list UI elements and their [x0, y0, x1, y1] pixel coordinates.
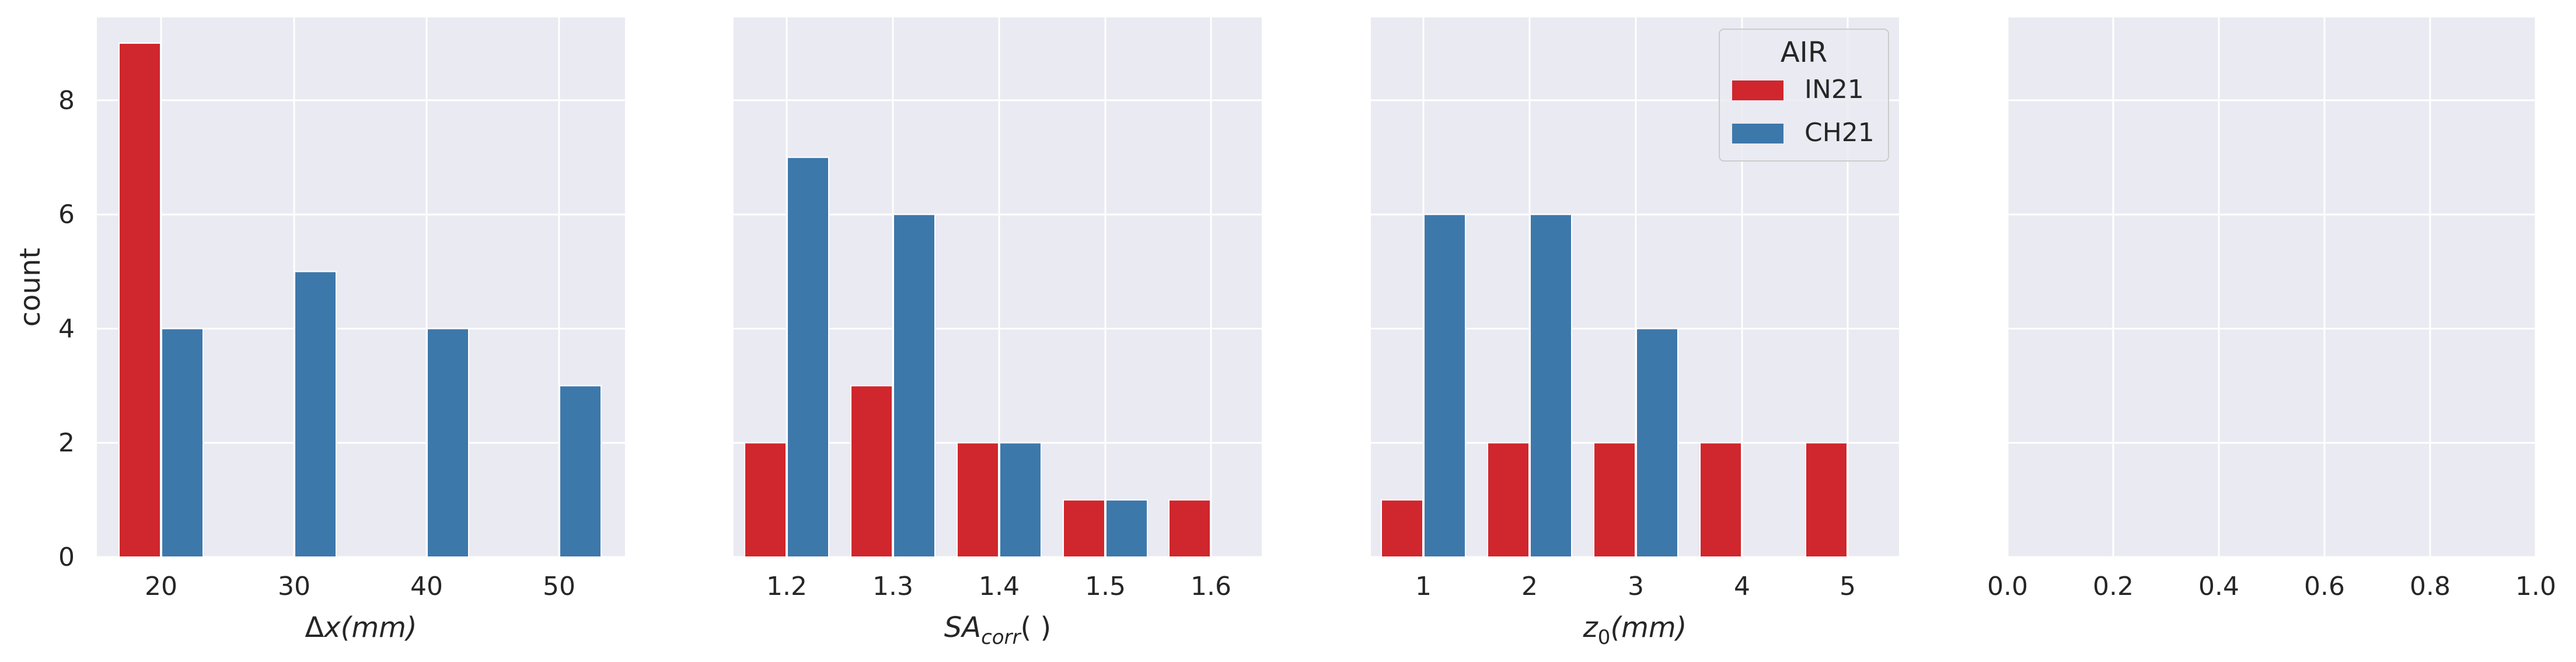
x-axis-label: Δx(mm) [305, 611, 417, 644]
x-tick-label: 1.0 [2515, 572, 2556, 601]
bar-in21-1.3 [850, 385, 893, 558]
bar-ch21-50 [559, 385, 602, 558]
y-axis-label: count [14, 248, 47, 327]
bar-ch21-1.4 [999, 442, 1042, 558]
x-tick-label: 1.4 [979, 572, 1020, 601]
x-tick-label: 1.6 [1191, 572, 1231, 601]
panel-4: 0.0 0.2 0.4 0.6 0.8 1.0 [1987, 17, 2556, 601]
y-tick-label: 6 [58, 200, 75, 230]
panel-1: 20 30 40 50 0 2 4 6 8 count Δx(mm) [14, 17, 625, 644]
bar-ch21-30 [294, 271, 337, 558]
x-tick-label: 20 [145, 572, 177, 601]
x-tick-label: 3 [1628, 572, 1644, 601]
bar-ch21-1.3 [893, 213, 936, 558]
legend: AIR IN21 CH21 [1719, 29, 1889, 162]
y-tick-label: 4 [58, 314, 75, 344]
x-tick-label: 0.2 [2093, 572, 2134, 601]
bar-ch21-1.5 [1105, 499, 1148, 558]
x-tick-label: 30 [278, 572, 310, 601]
bar-ch21-40 [427, 328, 469, 558]
bar-in21-4 [1699, 442, 1742, 558]
x-tick-label: 0.4 [2198, 572, 2239, 601]
legend-label-ch21: CH21 [1804, 118, 1875, 148]
x-tick-label: 0.0 [1987, 572, 2028, 601]
bar-ch21-3 [1636, 328, 1678, 558]
bar-in21-3 [1593, 442, 1636, 558]
x-tick-label: 1 [1415, 572, 1432, 601]
x-tick-label: 1.2 [766, 572, 807, 601]
y-tick-label: 8 [58, 86, 75, 115]
y-tick-label: 2 [58, 428, 75, 458]
x-axis-label: z0(mm) [1583, 611, 1687, 649]
bar-in21-5 [1805, 442, 1848, 558]
x-tick-label: 5 [1839, 572, 1856, 601]
legend-swatch-in21 [1732, 80, 1783, 100]
x-tick-label: 40 [410, 572, 443, 601]
x-tick-label: 1.3 [872, 572, 913, 601]
y-tick-label: 0 [58, 542, 75, 572]
bar-ch21-20 [161, 328, 204, 558]
bar-in21-1.5 [1063, 499, 1105, 558]
x-axis-label: SAcorr( ) [944, 611, 1051, 649]
bar-ch21-1.2 [787, 156, 829, 558]
bar-in21-20 [118, 43, 161, 558]
x-tick-label: 1.5 [1085, 572, 1126, 601]
legend-title: AIR [1781, 36, 1827, 69]
legend-swatch-ch21 [1732, 124, 1783, 143]
plot-area [2008, 17, 2536, 557]
bar-in21-1.4 [957, 442, 999, 558]
x-tick-label: 0.6 [2304, 572, 2345, 601]
x-tick-label: 2 [1521, 572, 1538, 601]
x-tick-label: 4 [1734, 572, 1750, 601]
bar-ch21-1 [1423, 213, 1466, 558]
legend-label-in21: IN21 [1804, 75, 1864, 104]
panel-2: 1.2 1.3 1.4 1.5 1.6 SAcorr( ) [734, 17, 1262, 649]
x-tick-label: 50 [543, 572, 575, 601]
panel-3: 1 2 3 4 5 z0(mm) AIR IN21 CH21 [1371, 17, 1899, 649]
bar-in21-1 [1381, 499, 1423, 558]
bar-ch21-2 [1530, 213, 1572, 558]
bar-in21-2 [1487, 442, 1530, 558]
x-tick-label: 0.8 [2410, 572, 2451, 601]
bar-in21-1.6 [1168, 499, 1211, 558]
bar-in21-1.2 [744, 442, 787, 558]
